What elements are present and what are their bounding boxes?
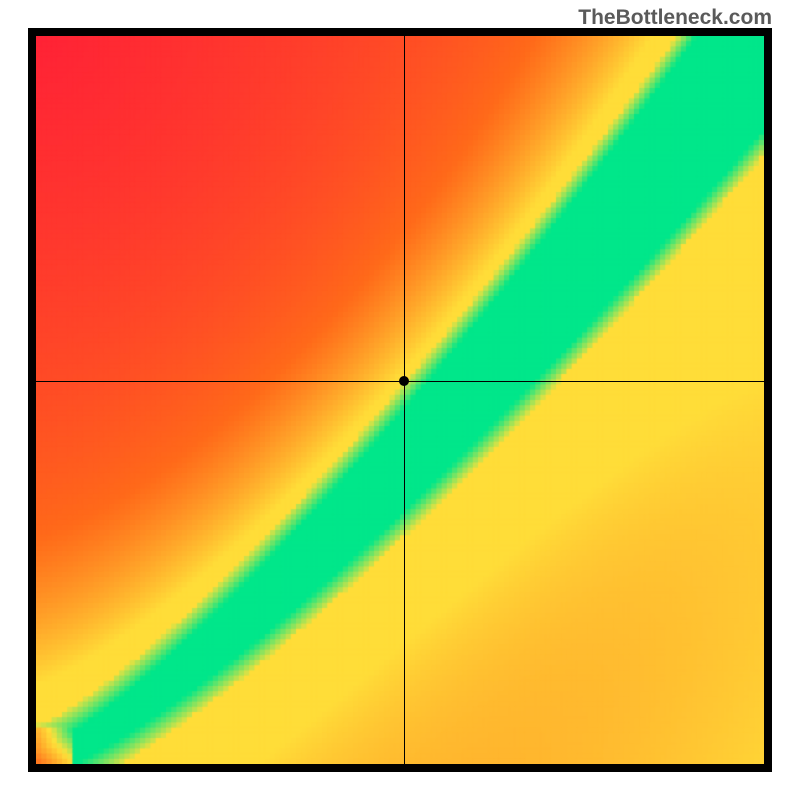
- heatmap-plot: [36, 36, 764, 764]
- crosshair-marker: [399, 376, 409, 386]
- crosshair-vertical: [404, 36, 405, 764]
- heatmap-canvas: [36, 36, 764, 764]
- chart-frame: [28, 28, 772, 772]
- watermark-text: TheBottleneck.com: [578, 6, 772, 30]
